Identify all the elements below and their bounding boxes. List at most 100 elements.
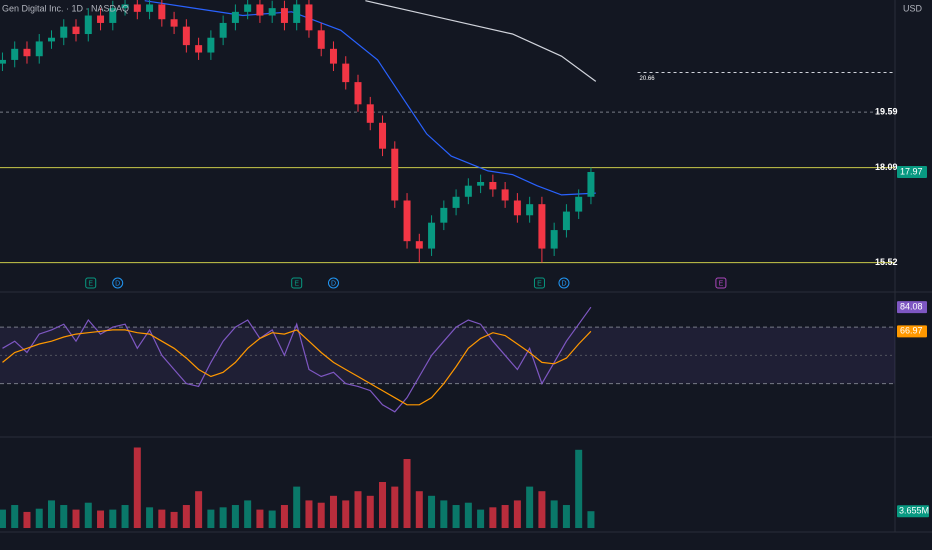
volume-bar (575, 449, 583, 529)
candle-body (366, 104, 374, 123)
volume-last-label: 3.655M (899, 506, 929, 516)
volume-bar (280, 505, 288, 529)
candle-body (158, 4, 166, 20)
rsi-line (2, 306, 592, 413)
volume-bar (47, 500, 55, 529)
candle-body (403, 200, 411, 242)
series-last-label-bg (897, 301, 927, 314)
candle-body (354, 82, 362, 105)
event-icon (291, 277, 303, 289)
candle-body (121, 4, 129, 9)
candle-body (97, 15, 105, 23)
currency-label: USD (903, 3, 923, 13)
volume-bar (72, 509, 80, 529)
volume-bar (538, 491, 546, 529)
candle-body (219, 22, 227, 38)
event-label: D (561, 280, 566, 287)
volume-bar (329, 495, 337, 529)
volume-bar (158, 509, 166, 529)
last-price-label-bg (897, 166, 927, 179)
candle-body (293, 4, 301, 23)
volume-bar (379, 482, 387, 529)
candle-body (0, 59, 6, 64)
candle-body (182, 26, 190, 46)
volume-bar (84, 502, 92, 529)
event-label: E (88, 280, 93, 287)
candle-body (464, 185, 472, 197)
candle-body (84, 15, 92, 35)
level-label: 20.66 (640, 76, 656, 82)
event-label: E (719, 280, 724, 287)
volume-bar (305, 500, 313, 529)
candle-body (305, 4, 313, 31)
candle-body (342, 63, 350, 83)
candle-body (195, 45, 203, 53)
axes: 18.09 15.52 19.59 20.66 17.97 84.08 66.97 3.655… (640, 76, 929, 518)
volume-bar (268, 510, 276, 529)
volume-bar (121, 505, 129, 529)
candle-body (317, 30, 325, 49)
volume-bar (452, 505, 460, 529)
candle-body (47, 37, 55, 42)
series-last-label-bg (897, 325, 927, 338)
candle-body (329, 48, 337, 64)
candle-body (489, 181, 497, 190)
volume-bar (35, 508, 43, 529)
candle-body (23, 48, 31, 57)
candle-body (428, 222, 436, 249)
candle-body (109, 8, 117, 23)
candle-body (11, 48, 19, 60)
volume-bar (23, 511, 31, 529)
candle-body (268, 8, 276, 16)
rsi-line (2, 329, 592, 406)
event-label: D (331, 280, 336, 287)
candle-body (587, 172, 595, 197)
candle-body (391, 148, 399, 201)
event-icon (558, 277, 570, 289)
series-last-label: 84.08 (900, 302, 923, 312)
volume-bar (256, 509, 264, 529)
volume-bar (354, 491, 362, 529)
volume-bar (97, 510, 105, 529)
candle-body (35, 41, 43, 57)
volume-bar (182, 505, 190, 529)
volume-bar (60, 505, 68, 529)
volume-bar (464, 502, 472, 529)
event-icon (715, 277, 727, 289)
candle-body (280, 8, 288, 23)
volume-bar (0, 509, 6, 529)
volume-bar (391, 486, 399, 529)
volume-bar (562, 505, 570, 529)
volume-bar (501, 505, 509, 529)
candle-body (207, 37, 215, 53)
volume-bar (513, 500, 521, 529)
volume-bar (477, 509, 485, 529)
candle-body (60, 26, 68, 38)
volume-label-bg (897, 505, 929, 518)
chart-title[interactable]: Gen Digital Inc. · 1D · NASDAQ (2, 3, 129, 13)
candle-body (501, 189, 509, 201)
volume-bar (109, 509, 117, 529)
level-label: 15.52 (875, 257, 898, 267)
candle-body (146, 4, 154, 12)
event-label: E (537, 280, 542, 287)
candle-body (415, 241, 423, 249)
volume-bar (587, 511, 595, 529)
volume-bar (244, 500, 252, 529)
candle-body (231, 11, 239, 23)
candle-body (133, 4, 141, 12)
moving-average (144, 0, 596, 196)
candle-body (256, 4, 264, 16)
candle-body (562, 211, 570, 231)
candle-body (526, 204, 534, 216)
candle-body (452, 196, 460, 208)
moving-average (365, 0, 597, 82)
candle-body (538, 204, 546, 249)
candle-body (575, 196, 583, 212)
candle-body (513, 200, 521, 216)
candle-body (72, 26, 80, 35)
volume-bar (11, 505, 19, 529)
